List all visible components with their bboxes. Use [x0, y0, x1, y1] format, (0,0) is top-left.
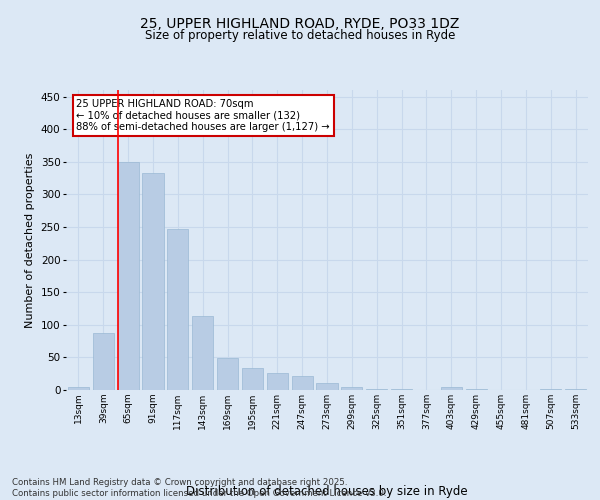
Text: 25 UPPER HIGHLAND ROAD: 70sqm
← 10% of detached houses are smaller (132)
88% of : 25 UPPER HIGHLAND ROAD: 70sqm ← 10% of d…	[76, 99, 330, 132]
Bar	[441, 388, 462, 390]
Bar	[242, 368, 263, 390]
Bar	[341, 386, 362, 390]
Y-axis label: Number of detached properties: Number of detached properties	[25, 152, 35, 328]
Text: 25, UPPER HIGHLAND ROAD, RYDE, PO33 1DZ: 25, UPPER HIGHLAND ROAD, RYDE, PO33 1DZ	[140, 18, 460, 32]
Text: Size of property relative to detached houses in Ryde: Size of property relative to detached ho…	[145, 29, 455, 42]
Bar	[118, 162, 139, 390]
Bar	[316, 384, 338, 390]
Bar	[217, 358, 238, 390]
Bar	[192, 316, 213, 390]
Bar	[267, 373, 288, 390]
Bar	[68, 386, 89, 390]
Bar	[142, 173, 164, 390]
Text: Contains HM Land Registry data © Crown copyright and database right 2025.
Contai: Contains HM Land Registry data © Crown c…	[12, 478, 386, 498]
Bar	[167, 229, 188, 390]
Bar	[366, 388, 387, 390]
X-axis label: Distribution of detached houses by size in Ryde: Distribution of detached houses by size …	[186, 484, 468, 498]
Bar	[292, 376, 313, 390]
Bar	[93, 332, 114, 390]
